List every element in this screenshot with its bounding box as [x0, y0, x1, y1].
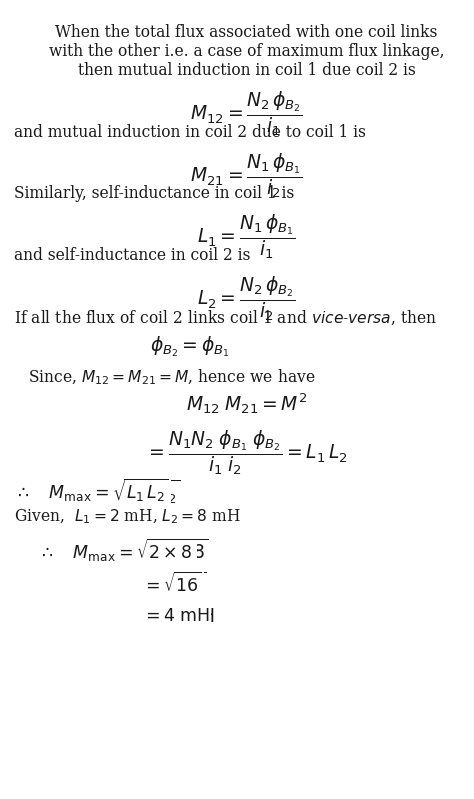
Text: Given,  $L_1 = 2$ mH, $L_2 = 8$ mH: Given, $L_1 = 2$ mH, $L_2 = 8$ mH — [14, 507, 241, 526]
Text: Since, $M_{12} = M_{21} = M$, hence we have: Since, $M_{12} = M_{21} = M$, hence we h… — [28, 368, 316, 387]
Text: $M_{12} = \dfrac{N_2\,\phi_{B_2}}{i_1}$: $M_{12} = \dfrac{N_2\,\phi_{B_2}}{i_1}$ — [190, 89, 303, 138]
Text: $L_2 = \dfrac{N_2\,\phi_{B_2}}{i_2}$: $L_2 = \dfrac{N_2\,\phi_{B_2}}{i_2}$ — [197, 274, 296, 323]
Text: $= \sqrt{16}$: $= \sqrt{16}$ — [142, 572, 202, 596]
Text: with the other i.e. a case of maximum flux linkage,: with the other i.e. a case of maximum fl… — [49, 43, 444, 60]
Text: $= 4\;\mathrm{mH}$: $= 4\;\mathrm{mH}$ — [142, 607, 215, 626]
Text: $M_{21} = \dfrac{N_1\,\phi_{B_1}}{i_2}$: $M_{21} = \dfrac{N_1\,\phi_{B_1}}{i_2}$ — [190, 151, 303, 200]
Text: If all the flux of coil 2 links coil 1 and $\mathit{vice}$-$\mathit{versa}$, the: If all the flux of coil 2 links coil 1 a… — [14, 308, 438, 327]
Text: When the total flux associated with one coil links: When the total flux associated with one … — [55, 24, 438, 41]
Text: Similarly, self-inductance in coil 1 is: Similarly, self-inductance in coil 1 is — [14, 185, 294, 202]
Text: $\therefore \quad M_{\mathrm{max}} = \sqrt{2 \times 8}$: $\therefore \quad M_{\mathrm{max}} = \sq… — [38, 537, 208, 564]
Text: $\therefore \quad M_{\mathrm{max}} = \sqrt{L_1\,L_2}$: $\therefore \quad M_{\mathrm{max}} = \sq… — [14, 477, 169, 504]
Text: $\phi_{B_2} = \phi_{B_1}$: $\phi_{B_2} = \phi_{B_1}$ — [150, 334, 229, 359]
Text: then mutual induction in coil 1 due coil 2 is: then mutual induction in coil 1 due coil… — [78, 62, 415, 79]
Text: $= \dfrac{N_1 N_2\;\phi_{B_1}\;\phi_{B_2}}{i_1\;i_2} = L_1\,L_2$: $= \dfrac{N_1 N_2\;\phi_{B_1}\;\phi_{B_2… — [145, 428, 348, 477]
Text: $= 4\;\mathrm{mH}$: $= 4\;\mathrm{mH}$ — [142, 607, 210, 626]
Text: $M_{12}\;M_{21} = M^2$: $M_{12}\;M_{21} = M^2$ — [186, 392, 307, 416]
Text: $= \sqrt{16}$: $= \sqrt{16}$ — [142, 572, 207, 596]
Text: $\therefore \quad M_{\mathrm{max}} = \sqrt{L_1\,L_2}$: $\therefore \quad M_{\mathrm{max}} = \sq… — [14, 477, 181, 506]
Text: $L_1 = \dfrac{N_1\,\phi_{B_1}}{i_1}$: $L_1 = \dfrac{N_1\,\phi_{B_1}}{i_1}$ — [197, 213, 296, 261]
Text: $\therefore \quad M_{\mathrm{max}} = \sqrt{2 \times 8}$: $\therefore \quad M_{\mathrm{max}} = \sq… — [38, 537, 196, 564]
Text: and mutual induction in coil 2 due to coil 1 is: and mutual induction in coil 2 due to co… — [14, 124, 366, 141]
Text: and self-inductance in coil 2 is: and self-inductance in coil 2 is — [14, 247, 251, 264]
